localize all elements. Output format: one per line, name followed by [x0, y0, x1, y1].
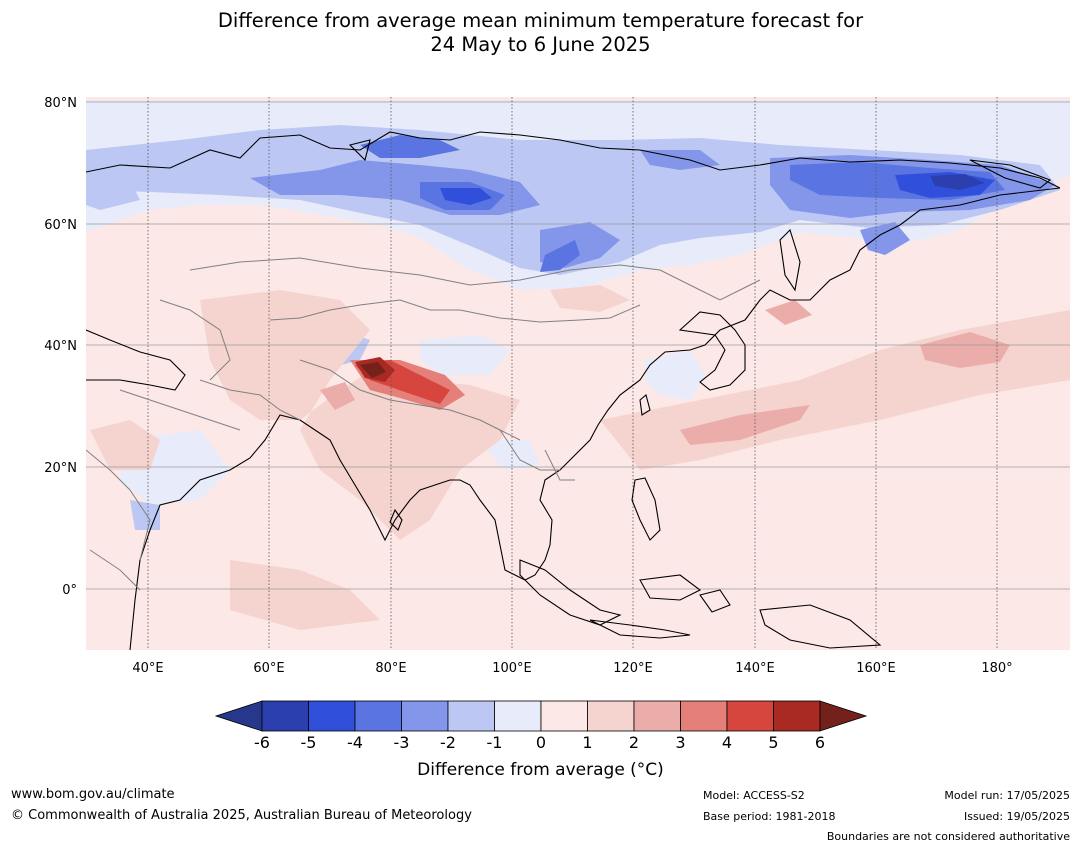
colorbar-bin [354, 700, 402, 732]
colorbar-bin [773, 700, 821, 732]
colorbar-bin [540, 700, 588, 732]
colorbar-bin [261, 700, 309, 732]
cold-anomaly-korea [645, 350, 705, 400]
title-line-1: Difference from average mean minimum tem… [217, 9, 864, 32]
lon-label-100e: 100°E [492, 661, 532, 676]
base-period-text: Base period: 1981-2018 [703, 810, 836, 823]
website-link[interactable]: www.bom.gov.au/climate [11, 787, 175, 802]
colorbar-bin [447, 700, 495, 732]
country-boundaries [86, 257, 761, 591]
lat-label-80n: 80°N [44, 96, 77, 111]
colorbar-tick-label: -2 [440, 733, 456, 752]
lat-axis-labels: 80°N 60°N 40°N 20°N 0° [44, 96, 77, 598]
colorbar-bin [494, 700, 542, 732]
colorbar-tick-label: 6 [815, 733, 825, 752]
copyright-text: © Commonwealth of Australia 2025, Austra… [11, 808, 472, 823]
colorbar-bin [633, 700, 681, 732]
colorbar-tick-label: -6 [254, 733, 270, 752]
disclaimer-text: Boundaries are not considered authoritat… [826, 830, 1070, 843]
colorbar-bin [308, 700, 356, 732]
lon-label-60e: 60°E [253, 661, 284, 676]
colorbar-tick-label: -5 [301, 733, 317, 752]
lat-label-40n: 40°N [44, 339, 77, 354]
colorbar-tick-label: -3 [394, 733, 410, 752]
lon-label-80e: 80°E [375, 661, 406, 676]
lat-label-20n: 20°N [44, 461, 77, 476]
lon-label-140e: 140°E [735, 661, 775, 676]
lat-label-60n: 60°N [44, 218, 77, 233]
lat-gridlines [86, 101, 1070, 590]
colorbar-tick-label: -4 [347, 733, 363, 752]
lon-label-160e: 160°E [856, 661, 896, 676]
model-text: Model: ACCESS-S2 [703, 789, 805, 802]
colorbar-tick-label: 3 [675, 733, 685, 752]
issued-text: Issued: 19/05/2025 [963, 810, 1070, 823]
lon-axis-labels: 40°E 60°E 80°E 100°E 120°E 140°E 160°E 1… [132, 661, 1012, 676]
colorbar-bin [680, 700, 728, 732]
colorbar-bin [401, 700, 449, 732]
colorbar-title: Difference from average (°C) [417, 760, 664, 780]
colorbar-tick-label: 5 [768, 733, 778, 752]
colorbar: -6 -5 -4 -3 -2 -1 0 1 2 3 4 5 6 [214, 700, 868, 752]
lon-label-120e: 120°E [613, 661, 653, 676]
model-run-text: Model run: 17/05/2025 [944, 789, 1070, 802]
coastlines [86, 131, 1061, 650]
colorbar-tick-label: 1 [582, 733, 592, 752]
colorbar-extend-high [819, 700, 868, 732]
lon-label-180: 180° [981, 661, 1012, 676]
lat-label-0: 0° [62, 583, 77, 598]
colorbar-tick-label: 0 [536, 733, 546, 752]
colorbar-bin [587, 700, 635, 732]
map-area [86, 97, 1070, 650]
map-title: Difference from average mean minimum tem… [0, 9, 1081, 57]
colorbar-tick-label: 4 [722, 733, 732, 752]
colorbar-extend-low [214, 700, 263, 732]
warm-anomalies [90, 285, 1070, 630]
colorbar-tick-label: -1 [487, 733, 503, 752]
lon-gridlines [147, 97, 998, 650]
lon-label-40e: 40°E [132, 661, 163, 676]
cold-anomaly-siberia [86, 100, 1070, 290]
colorbar-tick-label: 2 [629, 733, 639, 752]
colorbar-bin [726, 700, 774, 732]
title-line-2: 24 May to 6 June 2025 [430, 33, 651, 56]
